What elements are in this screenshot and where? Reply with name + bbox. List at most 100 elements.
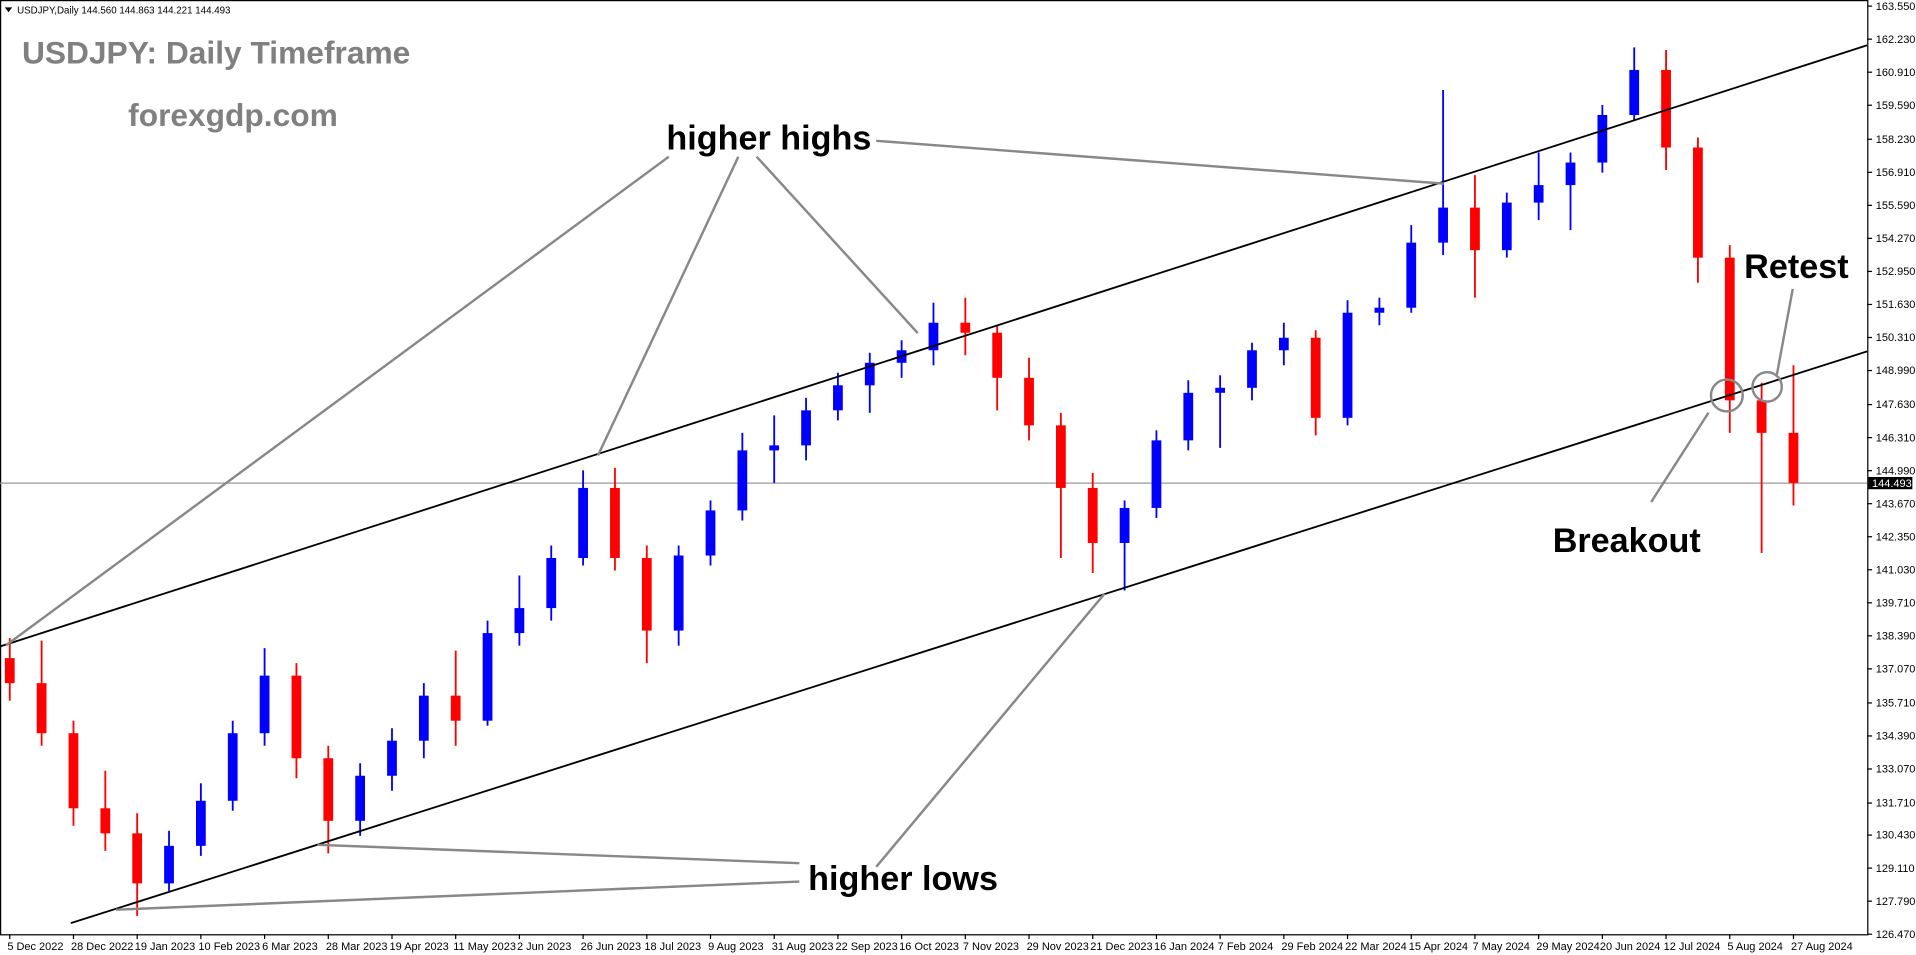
candle-body — [100, 808, 111, 834]
candle-body — [801, 410, 811, 446]
x-tick-label: 12 Jul 2024 — [1664, 941, 1721, 953]
upper-channel — [0, 44, 1868, 648]
lower-channel — [70, 350, 1868, 925]
x-tick-label: 19 Apr 2023 — [390, 941, 449, 953]
candle-body — [641, 558, 652, 631]
x-tick-label: 29 May 2024 — [1536, 941, 1600, 953]
x-tick-label: 9 Aug 2023 — [708, 941, 764, 953]
candle-body — [355, 775, 366, 821]
pointer — [875, 593, 1106, 868]
x-tick-label: 10 Feb 2023 — [198, 941, 260, 953]
y-tick-label: 151.630 — [1876, 299, 1916, 311]
x-tick-label: 16 Oct 2023 — [899, 941, 959, 953]
x-tick-label: 20 Jun 2024 — [1600, 941, 1660, 953]
y-tick-label: 162.230 — [1876, 34, 1916, 46]
y-tick-label: 134.390 — [1876, 731, 1916, 743]
candle-body — [1501, 202, 1512, 251]
candle-body — [1629, 69, 1640, 115]
last-price-box — [1868, 476, 1913, 490]
x-tick-label: 11 May 2023 — [453, 941, 516, 953]
x-tick-label: 16 Jan 2024 — [1154, 941, 1214, 953]
candle-body — [132, 833, 143, 884]
candle-body — [1215, 387, 1226, 393]
candle-body — [960, 322, 971, 333]
candle-body — [1788, 432, 1799, 483]
candles — [0, 47, 1868, 916]
candle-body — [259, 675, 270, 734]
annotation: higher highs — [666, 119, 871, 157]
candle-body — [1342, 312, 1353, 418]
candle-body — [4, 658, 15, 684]
y-tick-label: 130.430 — [1876, 830, 1916, 842]
pointer — [1775, 288, 1794, 375]
pointer — [1650, 411, 1710, 503]
candle-body — [1693, 147, 1703, 258]
y-tick-label: 158.230 — [1876, 134, 1916, 146]
y-tick-label: 137.070 — [1876, 664, 1916, 676]
candle-body — [164, 845, 174, 884]
y-tick-label: 163.550 — [1876, 1, 1916, 13]
y-tick-label: 129.110 — [1876, 863, 1915, 875]
candle-body — [1756, 400, 1767, 433]
y-tick-label: 142.350 — [1876, 531, 1916, 543]
x-tick-label: 7 Feb 2024 — [1218, 941, 1274, 953]
candle-body — [833, 385, 843, 411]
annotation: Breakout — [1553, 522, 1701, 560]
y-tick-label: 143.670 — [1876, 498, 1916, 510]
x-tick-label: 22 Mar 2024 — [1345, 941, 1407, 953]
candle-body — [1183, 392, 1194, 441]
breakout-circle — [1709, 378, 1744, 413]
candle-body — [227, 733, 238, 801]
x-tick-label: 26 Jun 2023 — [581, 941, 641, 953]
annotation-pointers — [5, 139, 1794, 911]
retest-circle — [1751, 370, 1783, 403]
y-tick-label: 160.910 — [1876, 67, 1916, 79]
pointer — [115, 880, 800, 911]
x-tick-label: 22 Sep 2023 — [835, 941, 897, 953]
candle-body — [928, 322, 939, 351]
candle-body — [418, 695, 429, 741]
y-tick-label: 150.310 — [1876, 332, 1916, 344]
x-tick-label: 7 Nov 2023 — [963, 941, 1019, 953]
y-tick-label: 155.590 — [1876, 200, 1916, 212]
candle-body — [482, 633, 493, 721]
candle-body — [673, 555, 684, 631]
y-tick-label: 146.310 — [1876, 432, 1916, 444]
candle-body — [195, 800, 206, 846]
y-tick-label: 126.470 — [1876, 929, 1916, 941]
candle-body — [1406, 242, 1417, 308]
x-tick-label: 21 Dec 2023 — [1090, 941, 1152, 953]
x-tick-label: 18 Jul 2023 — [644, 941, 701, 953]
y-tick-label: 148.990 — [1876, 365, 1916, 377]
candle-body — [705, 510, 716, 556]
candle-body — [1247, 350, 1257, 388]
x-tick-label: 7 May 2024 — [1473, 941, 1530, 953]
candle-body — [769, 445, 780, 451]
y-tick-label: 131.710 — [1876, 798, 1916, 810]
x-tick-label: 5 Dec 2022 — [7, 941, 63, 953]
y-tick-label: 152.950 — [1876, 266, 1916, 278]
menu-arrow — [4, 7, 13, 13]
annotation: Retest — [1744, 248, 1848, 286]
candle-body — [610, 487, 620, 559]
candle-body — [1278, 337, 1289, 351]
x-tick-label: 15 Apr 2024 — [1409, 941, 1468, 953]
candle-body — [864, 362, 875, 386]
y-tick-label: 138.390 — [1876, 631, 1916, 643]
candle-body — [1661, 69, 1671, 148]
candle-body — [546, 558, 557, 609]
x-tick-label: 2 Jun 2023 — [517, 941, 571, 953]
y-tick-label: 135.710 — [1876, 698, 1916, 710]
x-tick-label: 27 Aug 2024 — [1791, 941, 1853, 953]
last-price-label: 144.493 — [1872, 478, 1912, 490]
plot-frame — [0, 0, 1869, 936]
candle-body — [1724, 257, 1735, 401]
candle-body — [1374, 307, 1385, 313]
y-tick-label: 141.030 — [1876, 564, 1916, 576]
candle-body — [1533, 185, 1544, 203]
candle-body — [1087, 487, 1098, 543]
symbol-info: USDJPY,Daily 144.560 144.863 144.221 144… — [17, 5, 230, 16]
chart-subtitle: forexgdp.com — [128, 97, 338, 133]
